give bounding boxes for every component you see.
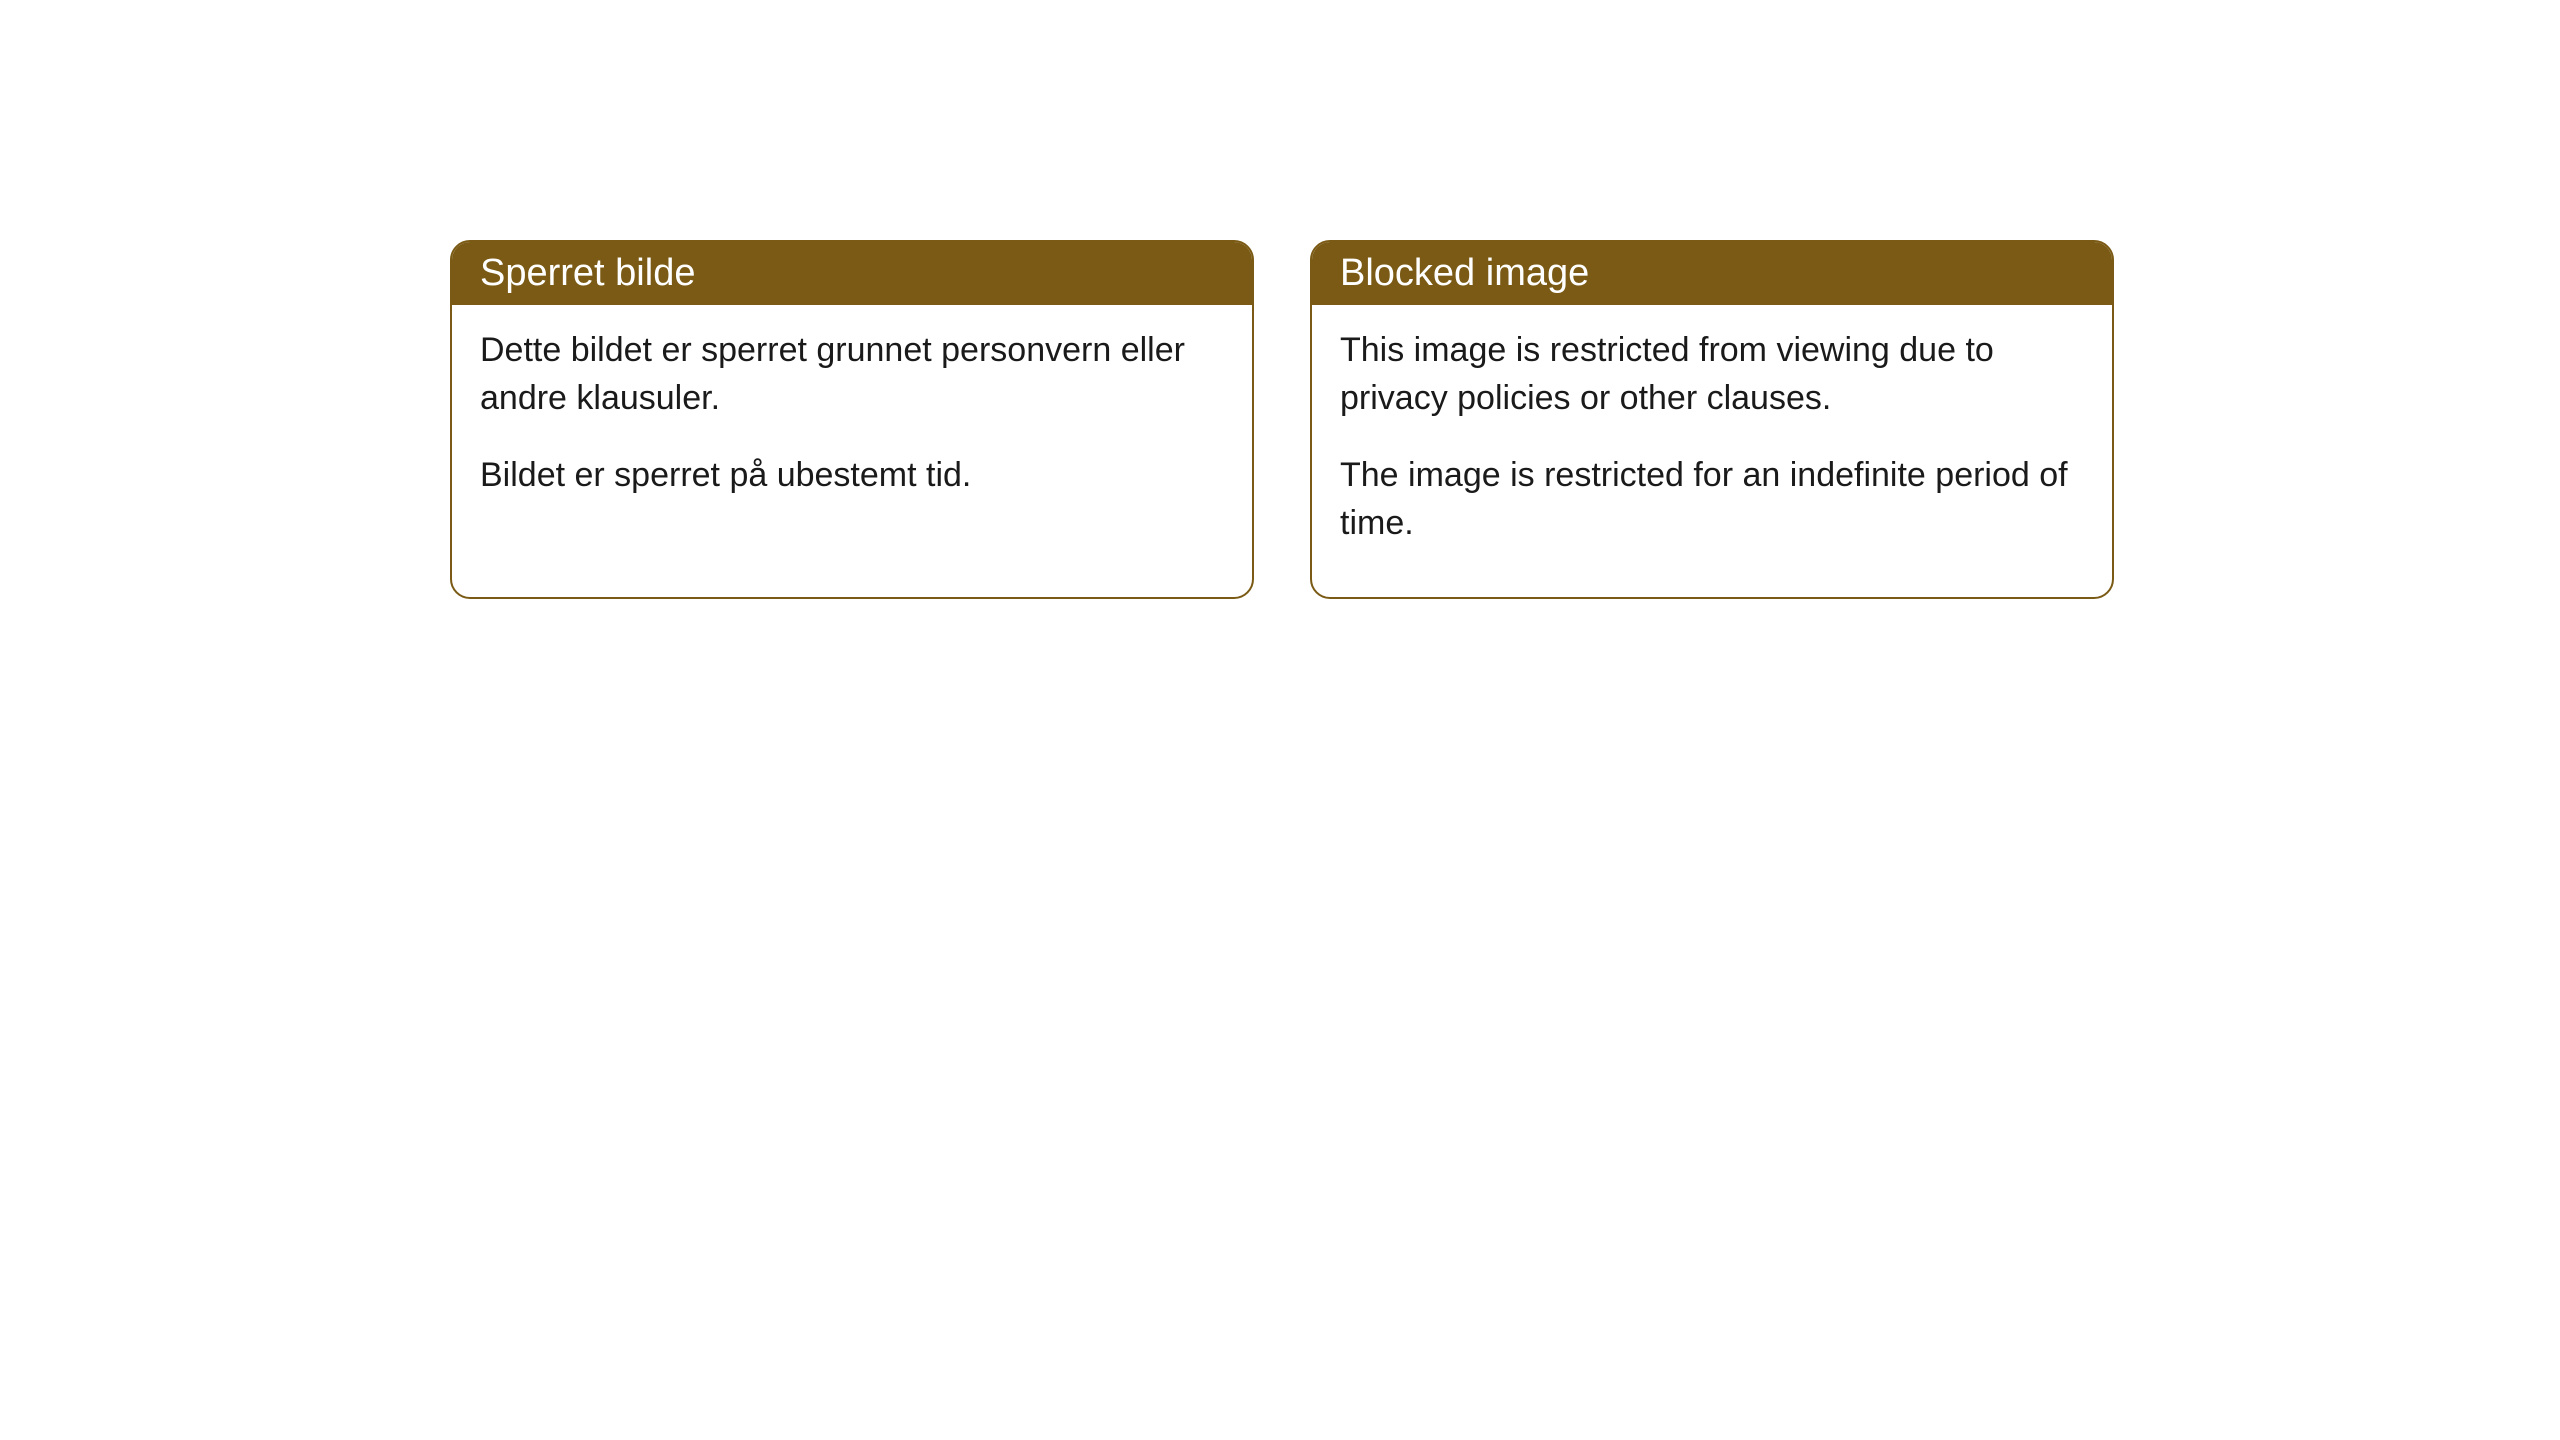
card-title: Sperret bilde bbox=[480, 252, 695, 294]
card-body: This image is restricted from viewing du… bbox=[1312, 305, 2112, 597]
card-paragraph: Bildet er sperret på ubestemt tid. bbox=[480, 452, 1224, 500]
card-paragraph: Dette bildet er sperret grunnet personve… bbox=[480, 327, 1224, 422]
card-paragraph: This image is restricted from viewing du… bbox=[1340, 327, 2084, 422]
card-title: Blocked image bbox=[1340, 252, 1589, 294]
card-body: Dette bildet er sperret grunnet personve… bbox=[452, 305, 1252, 550]
blocked-image-card-norwegian: Sperret bilde Dette bildet er sperret gr… bbox=[450, 240, 1254, 599]
card-paragraph: The image is restricted for an indefinit… bbox=[1340, 452, 2084, 547]
card-header: Sperret bilde bbox=[452, 242, 1252, 305]
blocked-image-card-english: Blocked image This image is restricted f… bbox=[1310, 240, 2114, 599]
notice-cards-container: Sperret bilde Dette bildet er sperret gr… bbox=[450, 240, 2114, 599]
card-header: Blocked image bbox=[1312, 242, 2112, 305]
